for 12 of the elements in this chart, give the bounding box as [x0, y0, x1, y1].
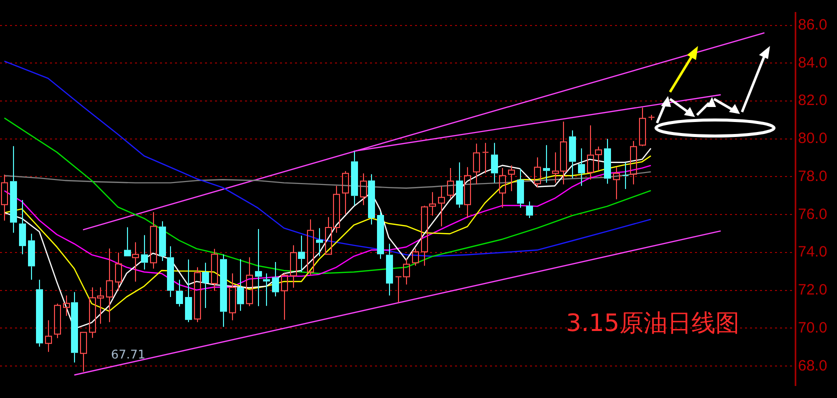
- y-tick-label: 78.0: [798, 168, 828, 185]
- y-tick-label: 76.0: [798, 206, 828, 223]
- y-tick-label: 74.0: [798, 244, 828, 261]
- y-tick-label: 84.0: [798, 54, 828, 72]
- annotation: 67.71: [110, 348, 146, 362]
- y-tick-label: 72.0: [798, 282, 828, 299]
- y-tick-label: 86.0: [798, 16, 828, 34]
- text: 3.15原油日线图: [566, 308, 740, 339]
- y-tick-label: 80.0: [798, 130, 828, 148]
- y-tick-label: 68.0: [798, 357, 828, 374]
- y-tick-label: 70.0: [798, 319, 828, 336]
- y-tick-label: 82.0: [798, 92, 828, 110]
